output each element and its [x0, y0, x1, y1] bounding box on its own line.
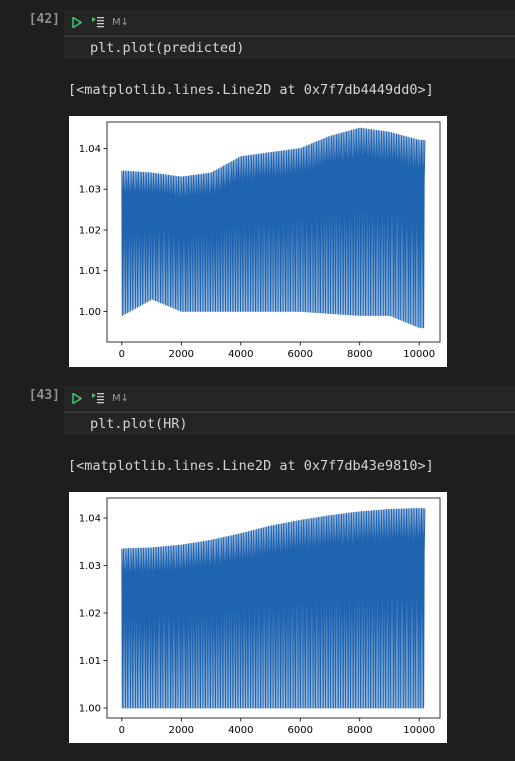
x-tick-label: 0 [119, 725, 125, 736]
output-text: [<matplotlib.lines.Line2D at 0x7f7db43e9… [68, 458, 434, 474]
line-chart: 0 2000 4000 6000 8000 10000 1.00 1.01 1.02 1.03 1.… [79, 497, 441, 736]
x-tick-label: 4000 [228, 725, 253, 736]
y-tick-label: 1.02 [79, 225, 101, 236]
execute-above-button[interactable] [90, 390, 106, 406]
x-tick-label: 10000 [403, 349, 435, 360]
x-tick-label: 0 [119, 349, 125, 360]
x-tick-label: 10000 [403, 725, 435, 736]
code-editor[interactable]: plt.plot(HR) [64, 411, 515, 435]
x-tick-label: 6000 [288, 349, 313, 360]
code-editor[interactable]: plt.plot(predicted) [64, 35, 515, 59]
y-tick-label: 1.04 [79, 144, 101, 155]
execution-count: [43] [28, 388, 60, 403]
cell-toolbar: M↓ [64, 386, 515, 410]
run-list-icon [92, 393, 104, 404]
play-icon [72, 16, 82, 28]
plot-output: 0 2000 4000 6000 8000 10000 1.00 1.01 1.02 1.03 1.… [69, 116, 447, 367]
series-line [121, 127, 426, 329]
run-list-icon [92, 17, 104, 28]
plot-output: 0 2000 4000 6000 8000 10000 1.00 1.01 1.02 1.03 1.… [69, 492, 447, 743]
cell-toolbar: M↓ [64, 10, 515, 34]
x-tick-label: 2000 [169, 349, 194, 360]
markdown-toggle-button[interactable]: M↓ [112, 392, 130, 404]
line-chart: 0 2000 4000 6000 8000 10000 1.00 1.01 1.02 1.03 1.… [79, 121, 441, 360]
y-tick-label: 1.02 [79, 608, 101, 619]
y-tick-label: 1.01 [79, 266, 101, 277]
x-tick-label: 8000 [347, 349, 372, 360]
run-cell-button[interactable] [70, 391, 84, 405]
x-tick-label: 4000 [228, 349, 253, 360]
y-tick-label: 1.00 [79, 704, 101, 715]
y-tick-label: 1.01 [79, 656, 101, 667]
x-tick-label: 8000 [347, 725, 372, 736]
y-tick-label: 1.03 [79, 185, 101, 196]
series-line [121, 507, 426, 709]
y-tick-label: 1.04 [79, 513, 101, 524]
y-tick-label: 1.00 [79, 307, 101, 318]
x-tick-label: 6000 [288, 725, 313, 736]
play-icon [72, 392, 82, 404]
output-text: [<matplotlib.lines.Line2D at 0x7f7db4449… [68, 82, 434, 98]
x-tick-label: 2000 [169, 725, 194, 736]
execute-above-button[interactable] [90, 14, 106, 30]
markdown-toggle-button[interactable]: M↓ [112, 16, 130, 28]
run-cell-button[interactable] [70, 15, 84, 29]
plot-frame [106, 121, 441, 343]
code-text: plt.plot(predicted) [90, 40, 245, 56]
execution-count: [42] [28, 12, 60, 27]
y-tick-label: 1.03 [79, 561, 101, 572]
plot-frame [106, 497, 441, 719]
code-text: plt.plot(HR) [90, 416, 188, 432]
